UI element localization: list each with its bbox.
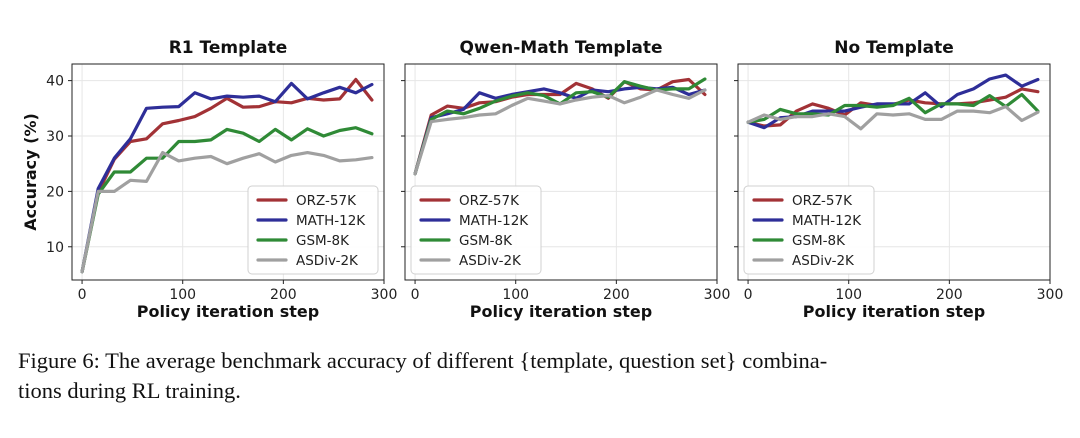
panel-title: R1 Template — [169, 38, 288, 58]
series-line-orz-57k — [80, 77, 374, 274]
legend-label: GSM-8K — [792, 233, 846, 249]
figure-caption: Figure 6: The average benchmark accuracy… — [18, 346, 1066, 406]
legend-label: ASDiv-2K — [459, 253, 522, 269]
x-tick-label: 100 — [169, 287, 196, 303]
x-tick-label: 200 — [270, 287, 297, 303]
plot-frame — [404, 63, 718, 281]
legend-label: GSM-8K — [296, 233, 350, 249]
series-line-asdiv-2k — [80, 151, 374, 274]
plot-frame — [737, 63, 1051, 281]
series-line-gsm-8k — [80, 126, 374, 274]
series-line-asdiv-2k — [413, 88, 707, 176]
legend-label: GSM-8K — [459, 233, 513, 249]
series-line-math-12k — [80, 81, 374, 274]
series-line-orz-57k — [746, 87, 1040, 128]
x-tick-label: 300 — [371, 287, 398, 303]
x-tick-label: 300 — [704, 287, 731, 303]
chart-figure: 0 100 200 300 10 20 30 40 R1 Template Policy iter… — [21, 38, 1064, 321]
x-axis-label: Policy iteration step — [803, 302, 985, 321]
x-tick-label: 100 — [502, 287, 529, 303]
panel-title: Qwen-Math Template — [459, 38, 662, 58]
x-tick-label: 200 — [936, 287, 963, 303]
series-line-asdiv-2k — [746, 104, 1040, 131]
caption-line-2: tions during RL training. — [18, 378, 241, 403]
legend-label: MATH-12K — [296, 213, 366, 229]
x-axis-label: Policy iteration step — [137, 302, 319, 321]
x-axis-label: Policy iteration step — [470, 302, 652, 321]
x-tick-label: 300 — [1037, 287, 1064, 303]
legend-box — [410, 185, 542, 275]
series-line-math-12k — [746, 73, 1040, 130]
caption-line-1: Figure 6: The average benchmark accuracy… — [18, 348, 828, 373]
panel-title: No Template — [834, 38, 954, 58]
legend-label: MATH-12K — [459, 213, 529, 229]
legend-box — [247, 185, 379, 275]
y-tick-label: 40 — [46, 74, 64, 90]
x-tick-label: 0 — [78, 287, 87, 303]
legend-label: ORZ-57K — [296, 193, 357, 209]
y-tick-label: 30 — [46, 129, 64, 145]
legend-label: ORZ-57K — [792, 193, 853, 209]
y-tick-label: 10 — [46, 240, 64, 256]
series-line-gsm-8k — [746, 92, 1040, 124]
legend-label: ASDiv-2K — [296, 253, 359, 269]
y-tick-label: 20 — [46, 184, 64, 200]
legend-label: ASDiv-2K — [792, 253, 855, 269]
legend-label: MATH-12K — [792, 213, 862, 229]
x-tick-label: 100 — [835, 287, 862, 303]
series-line-math-12k — [413, 85, 707, 176]
x-tick-label: 0 — [411, 287, 420, 303]
y-axis-label: Accuracy (%) — [21, 113, 40, 231]
plot-frame — [71, 63, 385, 281]
legend-box — [743, 185, 875, 275]
legend-label: ORZ-57K — [459, 193, 520, 209]
x-tick-label: 200 — [603, 287, 630, 303]
x-tick-label: 0 — [744, 287, 753, 303]
